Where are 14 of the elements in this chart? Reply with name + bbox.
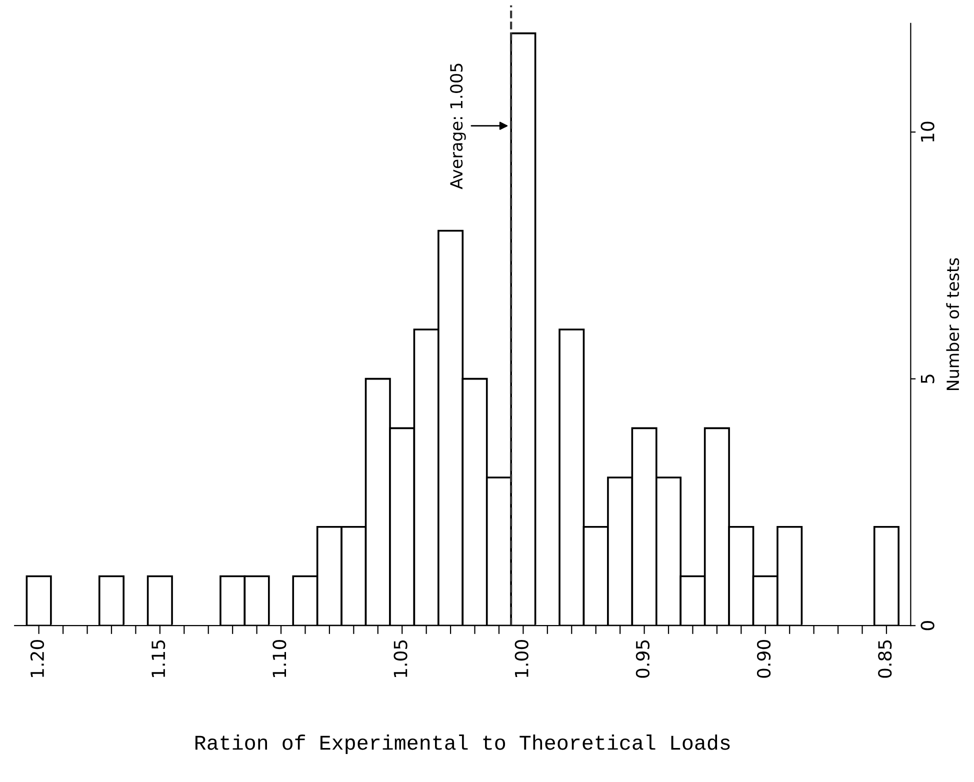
y-tick-label: 0 [920, 621, 934, 630]
x-axis-title: Ration of Experimental to Theoretical Loads [195, 734, 730, 754]
x-tick-label: 1.00 [514, 640, 528, 678]
x-tick-label: 0.95 [636, 640, 650, 678]
x-tick-label: 1.15 [152, 640, 166, 678]
x-tick-label: 0.85 [878, 640, 892, 678]
x-tick-label: 0.90 [756, 640, 771, 678]
ref-line-label: Average: 1.005 [450, 64, 466, 190]
y-tick-label: 5 [920, 374, 934, 384]
x-tick-label: 1.20 [30, 640, 44, 678]
x-tick-label: 1.10 [272, 640, 286, 678]
y-axis-title: Number of tests [946, 258, 960, 390]
y-tick-label: 10 [920, 122, 934, 142]
x-tick-label: 1.05 [394, 640, 408, 678]
